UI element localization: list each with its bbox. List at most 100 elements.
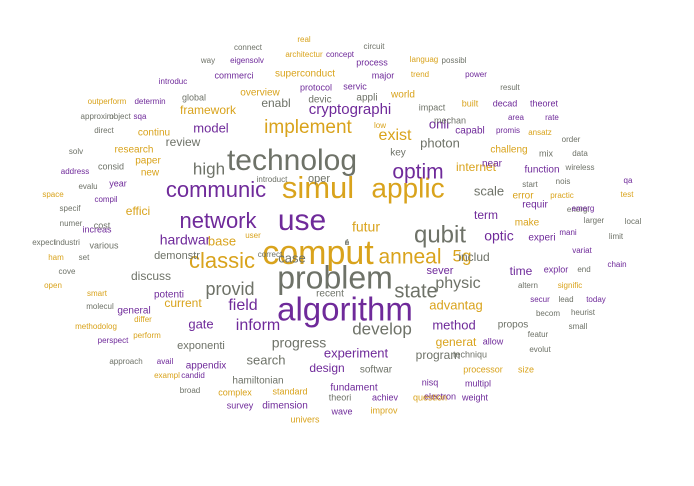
word-improv: improv [370,405,398,415]
word-languag: languag [410,55,438,64]
word-test: test [621,190,635,199]
word-ansatz: ansatz [528,128,552,137]
word-appendix: appendix [186,361,227,372]
word-implement: implement [264,117,352,138]
word-possibl: possibl [442,56,467,65]
word-servic: servic [343,81,367,91]
word-search: search [246,352,285,367]
word-techniqu: techniqu [453,349,487,359]
word-explor: explor [544,264,569,274]
word-connect: connect [234,43,263,52]
word-practic: practic [550,191,574,200]
word-standard: standard [272,386,307,396]
word-continu: continu [138,128,170,139]
word-scale: scale [474,183,504,198]
word-base: base [208,233,236,248]
word-outperform: outperform [88,97,127,106]
word-nois: nois [556,177,571,186]
word-determin: determin [134,97,165,106]
word-processor: processor [463,364,503,374]
word-exist: exist [379,127,412,144]
word-local: local [625,217,642,226]
word-candid: candid [181,371,205,380]
word-wave: wave [330,406,352,416]
word-address: address [61,167,89,176]
word-year: year [109,178,127,188]
word-provid: provid [205,279,254,299]
word-term: term [474,208,498,222]
word-propos: propos [498,320,529,331]
word-question: question [413,392,447,402]
word-data: data [572,149,588,158]
word-photon: photon [420,135,460,150]
word-univers: univers [290,414,320,424]
word-perform: perform [133,331,161,340]
word-classic: classic [189,248,255,273]
word-limit: limit [609,232,624,241]
word-demonstr: demonstr [154,250,200,262]
word-softwar: softwar [360,365,393,376]
word-signific: signific [558,281,582,290]
word-field: field [228,297,257,314]
word-larger: larger [584,216,605,225]
word-variat: variat [572,246,592,255]
word-way: way [200,56,215,65]
word-end: end [577,265,590,274]
word-advantag: advantag [429,297,483,312]
word-progress: progress [272,335,326,351]
word-evolut: evolut [529,345,551,354]
word-featur: featur [528,330,549,339]
word-introduct: introduct [257,175,288,184]
word-new: new [141,168,160,179]
word-smart: smart [87,289,108,298]
word-f: f [346,238,349,247]
word-allow: allow [483,336,504,346]
word-trend: trend [411,70,429,79]
word-devic: devic [308,95,331,106]
word-cove: cove [59,267,76,276]
word-hardwar: hardwar [160,232,211,248]
word-low: low [374,121,386,130]
word-sqa: sqa [134,112,147,121]
word-mix: mix [539,148,553,158]
word-promis: promis [496,126,520,135]
word-technolog: technolog [227,144,357,177]
word-global: global [182,92,206,102]
word-increas: increas [82,224,112,234]
word-make: make [515,218,540,229]
word-user: user [245,231,261,240]
word-object: object [109,112,131,121]
word-weight: weight [461,392,489,402]
word-n: n [345,238,349,247]
word-general: general [117,306,150,317]
word-appli: appli [356,93,377,104]
word-heurist: heurist [571,308,596,317]
word-space: space [42,190,64,199]
word-correct: correct [258,250,283,259]
word-recent: recent [316,289,344,300]
word-paper: paper [135,156,161,167]
word-physic: physic [435,275,480,292]
word-exponenti: exponenti [177,340,225,352]
word-introduc: introduc [159,77,187,86]
word-methodolog: methodolog [75,322,117,331]
word-time: time [510,264,533,278]
word-impact: impact [419,102,446,112]
word-perspect: perspect [98,336,129,345]
word-exampl: exampl [154,371,180,380]
word-optim: optim [392,161,443,184]
word-internet: internet [456,160,497,174]
word-consid: consid [98,161,124,171]
word-framework: framework [180,103,237,117]
word-cryptographi: cryptographi [309,101,392,118]
word-achiev: achiev [372,392,399,402]
word-cost: cost [94,220,111,230]
word-requir: requir [522,200,548,211]
word-order: order [562,135,581,144]
word-molecul: molecul [86,302,114,311]
word-size: size [518,364,534,374]
word-model: model [193,120,229,135]
word-fundament: fundament [330,383,377,394]
